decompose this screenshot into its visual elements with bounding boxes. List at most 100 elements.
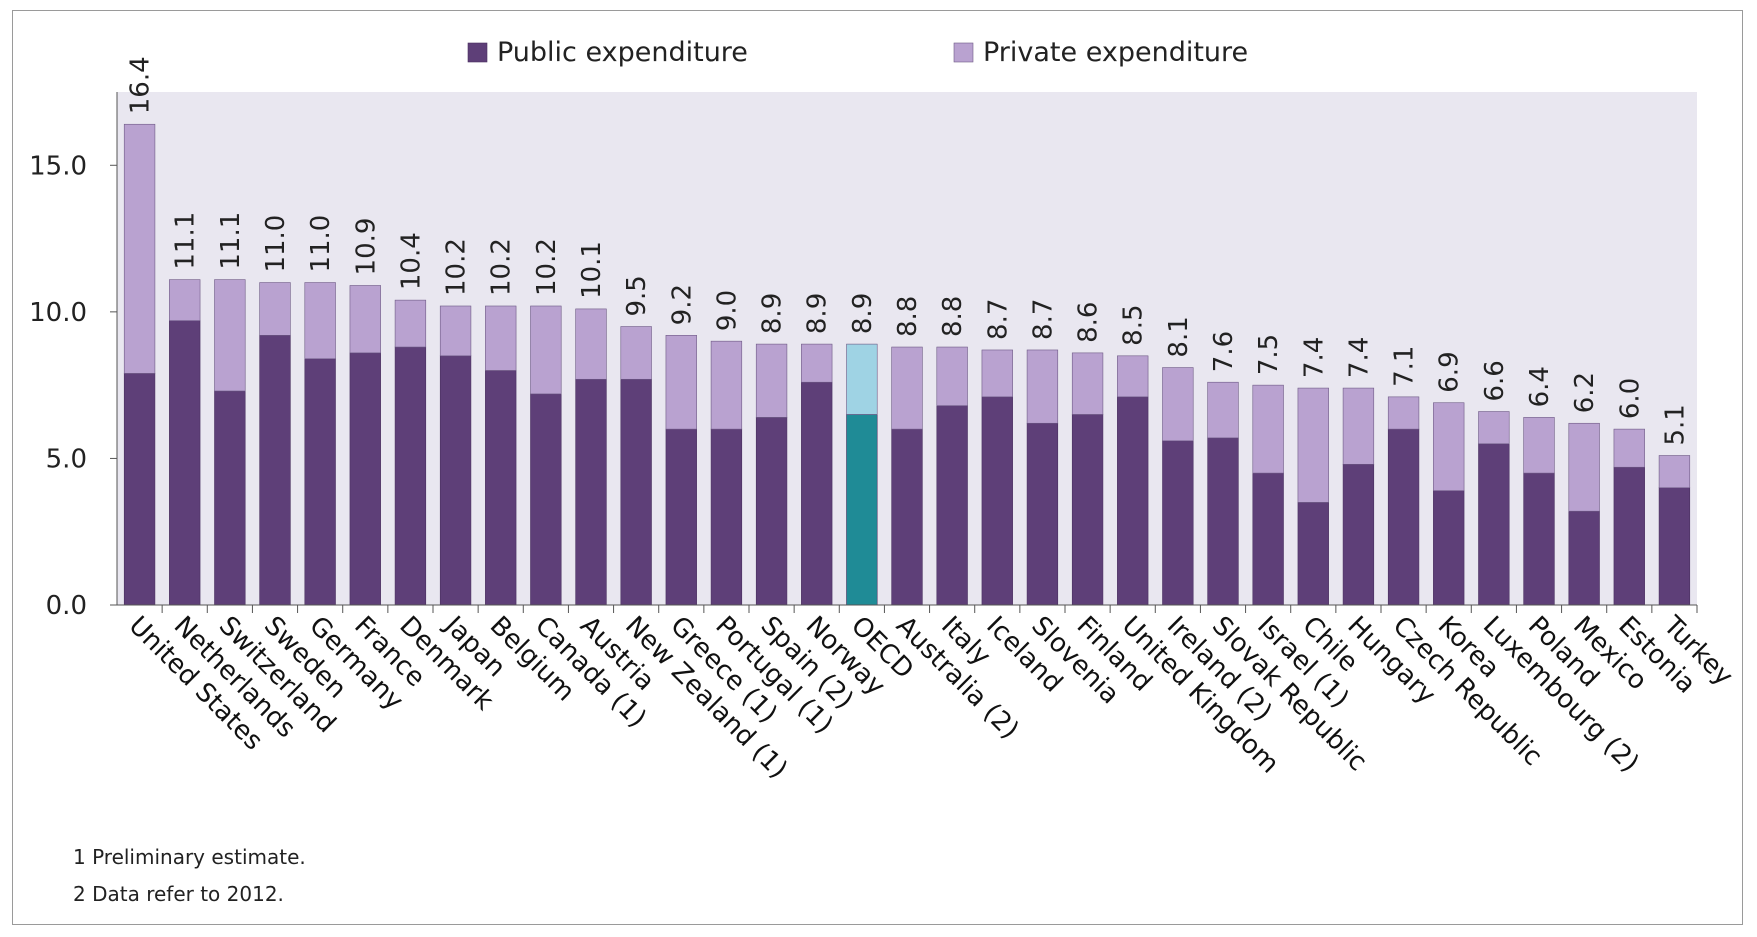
bar-private	[123, 123, 156, 374]
bar-total-label: 11.1	[216, 212, 246, 270]
bar-private	[304, 282, 336, 360]
bar-total-label: 7.6	[1209, 331, 1239, 372]
bar-public	[1252, 472, 1284, 606]
bar-total-label: 6.4	[1525, 366, 1555, 407]
bar-total-label: 10.2	[532, 238, 562, 296]
bar-total-label: 11.1	[171, 212, 201, 270]
bar-private	[1117, 355, 1149, 398]
bar-total-label: 8.9	[758, 293, 788, 334]
bar-total-label: 8.1	[1164, 316, 1194, 357]
y-tick-label: 10.0	[29, 298, 87, 328]
bar-private	[1297, 387, 1329, 503]
bar-total-label: 9.0	[712, 290, 742, 331]
bar-private	[214, 279, 246, 392]
bar-total-label: 10.2	[487, 238, 517, 296]
bar-total-label: 7.4	[1299, 337, 1329, 378]
bar-private	[439, 305, 472, 357]
bar-total-label: 8.7	[983, 299, 1013, 340]
footnote-1: 1 Preliminary estimate.	[73, 845, 306, 869]
bar-private	[665, 335, 697, 430]
y-tick-label: 5.0	[46, 444, 87, 474]
bar-total-label: 10.9	[351, 218, 381, 276]
bar-private	[485, 305, 517, 371]
bar-public	[394, 346, 427, 606]
bar-total-label: 6.9	[1435, 351, 1465, 392]
bar-public	[485, 370, 517, 606]
legend-swatch-public	[467, 42, 488, 63]
bar-private	[1433, 402, 1465, 491]
bar-private	[1342, 387, 1375, 465]
bar-private	[530, 305, 562, 395]
bar-total-label: 9.2	[667, 284, 697, 325]
bar-total-label: 11.0	[261, 215, 291, 273]
bar-public	[349, 352, 381, 606]
bar-private	[620, 326, 652, 380]
legend-label-private: Private expenditure	[983, 37, 1248, 68]
bar-private	[1523, 417, 1555, 474]
bar-private	[981, 349, 1013, 398]
bar-private	[1162, 367, 1194, 442]
bar-private	[575, 308, 607, 380]
bar-total-label: 5.1	[1660, 404, 1690, 445]
bar-public	[530, 393, 562, 606]
bar-total-label: 7.1	[1390, 346, 1420, 387]
bar-total-label: 7.4	[1344, 337, 1374, 378]
bar-public	[1658, 487, 1691, 606]
legend-swatch-private	[953, 42, 974, 63]
bar-private	[259, 282, 291, 336]
bar-total-label: 16.4	[126, 56, 156, 114]
bar-public	[1433, 490, 1465, 606]
bar-public	[936, 405, 968, 606]
bar-total-label: 10.1	[577, 241, 607, 299]
bar-total-label: 6.6	[1480, 360, 1510, 401]
bar-private	[936, 346, 968, 406]
bar-total-label: 6.2	[1570, 372, 1600, 413]
bar-total-label: 8.9	[803, 293, 833, 334]
bar-public	[169, 320, 201, 606]
bar-private	[349, 285, 381, 354]
bar-public	[1387, 428, 1420, 606]
bar-total-label: 8.9	[848, 293, 878, 334]
bar-public	[575, 378, 607, 606]
bar-public	[846, 414, 878, 606]
bar-public	[801, 381, 833, 606]
bar-total-label: 10.2	[442, 238, 472, 296]
bar-private	[1071, 352, 1104, 415]
bar-private	[1207, 381, 1239, 439]
bar-public	[755, 417, 788, 606]
bar-public	[214, 390, 246, 606]
bar-public	[1342, 463, 1375, 606]
y-tick-label: 0.0	[46, 591, 87, 621]
bar-private	[1026, 349, 1059, 424]
bar-private	[1613, 428, 1645, 468]
bar-private	[710, 340, 743, 430]
bar-public	[1613, 466, 1645, 606]
bar-private	[394, 299, 427, 348]
bar-public	[620, 378, 652, 606]
bar-public	[1297, 502, 1329, 606]
bar-public	[665, 428, 697, 606]
bar-public	[1071, 414, 1104, 606]
bar-private	[1387, 396, 1420, 430]
footnote-2: 2 Data refer to 2012.	[73, 882, 284, 906]
bar-public	[1207, 437, 1239, 606]
bar-public	[123, 373, 156, 606]
bar-total-label: 6.0	[1615, 378, 1645, 419]
bar-total-label: 10.4	[396, 232, 426, 290]
bar-total-label: 8.8	[893, 296, 923, 337]
bar-public	[891, 428, 923, 606]
bar-public	[439, 355, 472, 606]
bar-total-label: 11.0	[306, 215, 336, 273]
bar-private	[1568, 422, 1600, 512]
bar-private	[1658, 455, 1691, 489]
bar-private	[1478, 411, 1510, 445]
bar-public	[981, 396, 1013, 606]
bar-public	[1568, 510, 1600, 606]
bar-total-label: 8.7	[1028, 299, 1058, 340]
bar-public	[1117, 396, 1149, 606]
bar-public	[259, 335, 291, 606]
bar-private	[169, 279, 201, 321]
bar-private	[801, 343, 833, 383]
bar-private	[1252, 384, 1284, 474]
bar-private	[846, 343, 878, 415]
